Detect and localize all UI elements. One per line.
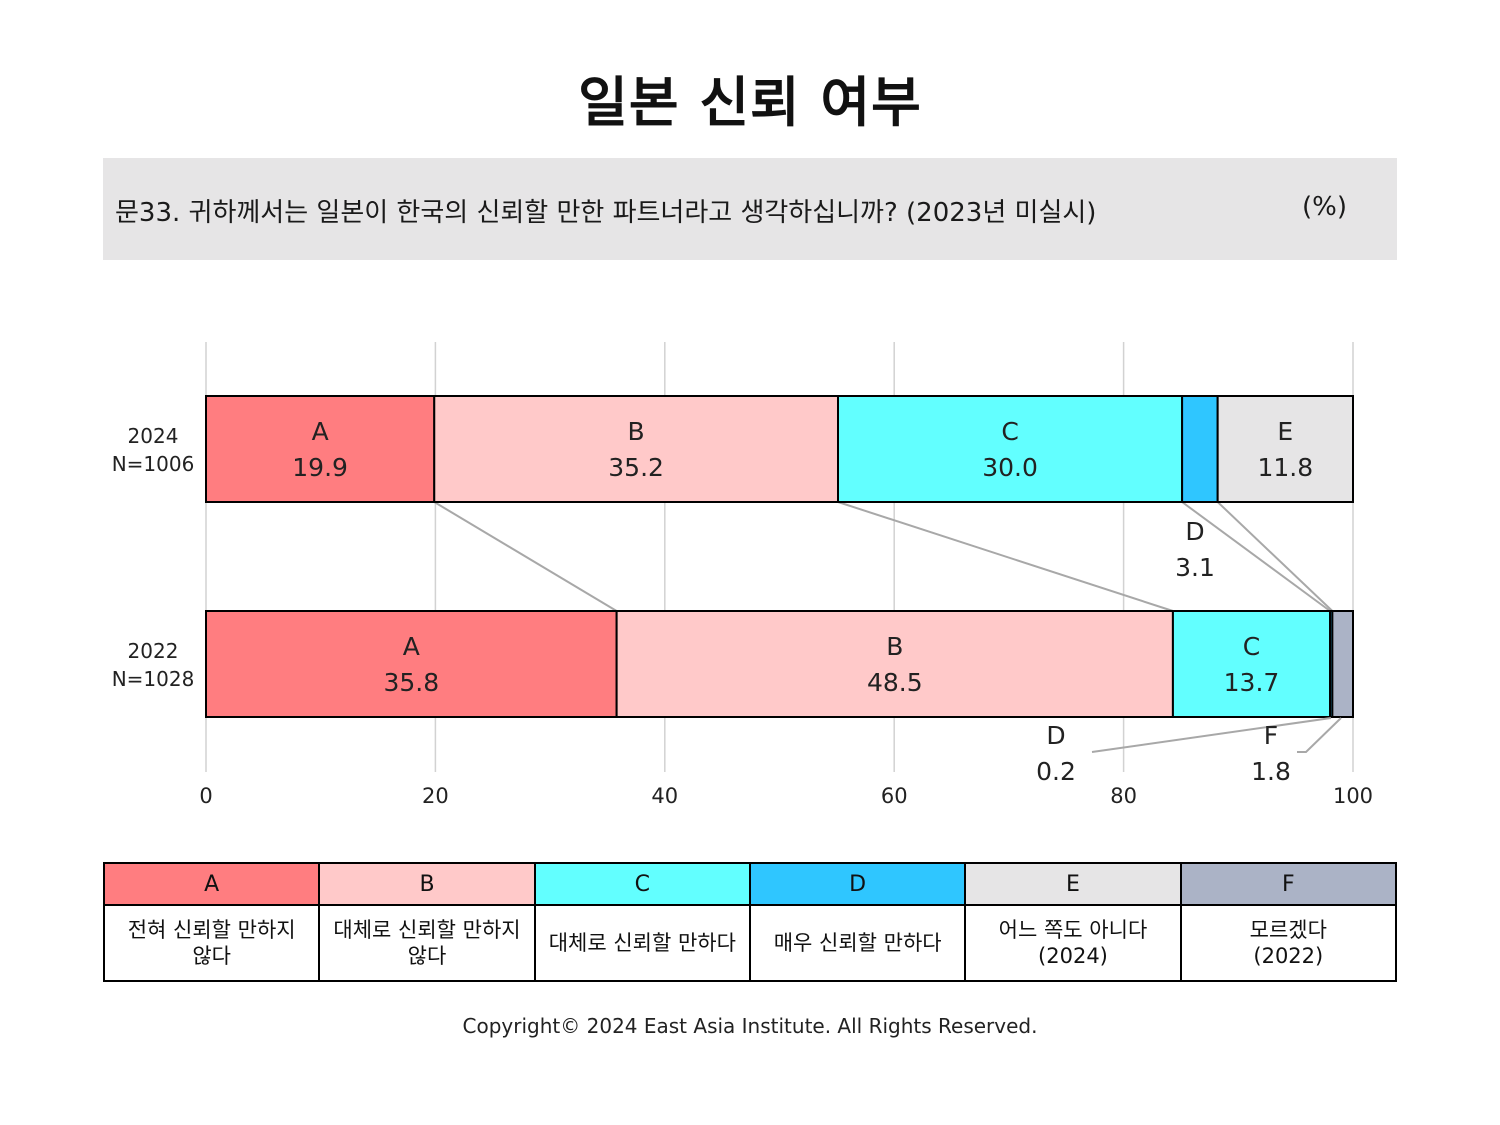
connector-line <box>837 501 1174 612</box>
segment-value-label: 35.8 <box>383 668 439 697</box>
connector-line <box>1181 501 1331 612</box>
stacked-bar-chart: 0 20 40 60 80 100 2024 N=1006 2022 N=1028 A 19.9 B 35… <box>112 342 1373 808</box>
outside-key-label: D <box>1185 517 1204 546</box>
x-tick-label: 100 <box>1333 784 1373 808</box>
connector-line <box>433 501 618 612</box>
legend-desc-line: 대체로 신뢰할 만하지 <box>333 918 521 942</box>
x-tick-label: 0 <box>199 784 212 808</box>
connector-line <box>1216 501 1334 612</box>
page-title: 일본 신뢰 여부 <box>578 71 922 134</box>
legend-desc-line: (2024) <box>1038 944 1108 968</box>
legend-desc-line: (2022) <box>1253 944 1324 968</box>
segment-key-label: A <box>403 632 420 661</box>
bar-segment-A <box>205 610 618 718</box>
legend-desc-line: 매우 신뢰할 만하다 <box>773 931 942 955</box>
segment-key-label: B <box>628 417 645 446</box>
segment-key-label: C <box>1001 417 1018 446</box>
bar-segment-A <box>205 395 436 503</box>
legend-desc-line: 않다 <box>192 944 231 968</box>
segment-value-label: 13.7 <box>1224 668 1280 697</box>
outside-value-label: 0.2 <box>1036 757 1076 786</box>
bar-segment-D <box>1181 395 1219 503</box>
category-year-label: 2024 <box>128 424 179 448</box>
bar-segment-E <box>1216 395 1355 503</box>
category-year-label: 2022 <box>128 639 179 663</box>
segment-key-label: A <box>312 417 329 446</box>
bar-segment-F <box>1331 610 1355 718</box>
legend-desc-F: 모르겠다 (2022) <box>1179 904 1398 982</box>
legend-key-C: C <box>533 862 751 906</box>
outside-value-label: 1.8 <box>1251 757 1291 786</box>
outside-key-label: F <box>1264 721 1278 750</box>
legend-desc-D: 매우 신뢰할 만하다 <box>748 904 967 982</box>
legend-key-F: F <box>1179 862 1398 906</box>
segment-key-label: E <box>1277 417 1293 446</box>
segment-value-label: 48.5 <box>867 668 923 697</box>
leader-line <box>1297 717 1342 753</box>
legend-desc-line: 모르겠다 <box>1249 918 1327 942</box>
outside-key-label: D <box>1046 721 1065 750</box>
segment-value-label: 35.2 <box>608 453 664 482</box>
question-text: 문33. 귀하께서는 일본이 한국의 신뢰할 만한 파트너라고 생각하십니까? … <box>115 198 1097 228</box>
segment-value-label: 30.0 <box>982 453 1038 482</box>
outside-value-label: 3.1 <box>1175 553 1215 582</box>
segment-value-label: 19.9 <box>292 453 348 482</box>
legend-desc-line: 어느 쪽도 아니다 <box>998 918 1148 942</box>
legend-desc-line: 전혀 신뢰할 만하지 <box>127 918 296 942</box>
unit-label: (%) <box>1302 192 1347 222</box>
x-tick-label: 20 <box>422 784 449 808</box>
bar-segment-C <box>836 395 1184 503</box>
legend-desc-line: 대체로 신뢰할 만하다 <box>548 931 736 955</box>
legend-desc-A: 전혀 신뢰할 만하지 않다 <box>102 904 321 982</box>
bar-segment-C <box>1171 610 1332 718</box>
segment-key-label: B <box>886 632 903 661</box>
legend-key-A: A <box>102 862 321 906</box>
x-tick-label: 60 <box>881 784 908 808</box>
segment-value-label: 11.8 <box>1257 453 1313 482</box>
bar-segment-B <box>433 395 839 503</box>
bar-segment-B <box>615 610 1174 718</box>
x-tick-label: 80 <box>1110 784 1137 808</box>
legend-key-B: B <box>318 862 536 906</box>
legend-description-row: 전혀 신뢰할 만하지 않다 대체로 신뢰할 만하지 않다 대체로 신뢰할 만하다 매우 신… <box>102 904 1398 982</box>
question-box: 문33. 귀하께서는 일본이 한국의 신뢰할 만한 파트너라고 생각하십니까? … <box>103 158 1397 260</box>
legend-key-D: D <box>748 862 967 906</box>
segment-key-label: C <box>1243 632 1260 661</box>
leader-line <box>1091 717 1332 753</box>
legend-desc-E: 어느 쪽도 아니다 (2024) <box>964 904 1182 982</box>
category-n-label: N=1006 <box>112 452 195 476</box>
legend-key-E: E <box>964 862 1182 906</box>
x-tick-label: 40 <box>651 784 678 808</box>
legend-desc-C: 대체로 신뢰할 만하다 <box>533 904 751 982</box>
legend-desc-line: 않다 <box>407 944 447 968</box>
legend-desc-B: 대체로 신뢰할 만하지 않다 <box>318 904 536 982</box>
copyright: Copyright© 2024 East Asia Institute. All… <box>462 1014 1038 1038</box>
category-n-label: N=1028 <box>112 667 195 691</box>
